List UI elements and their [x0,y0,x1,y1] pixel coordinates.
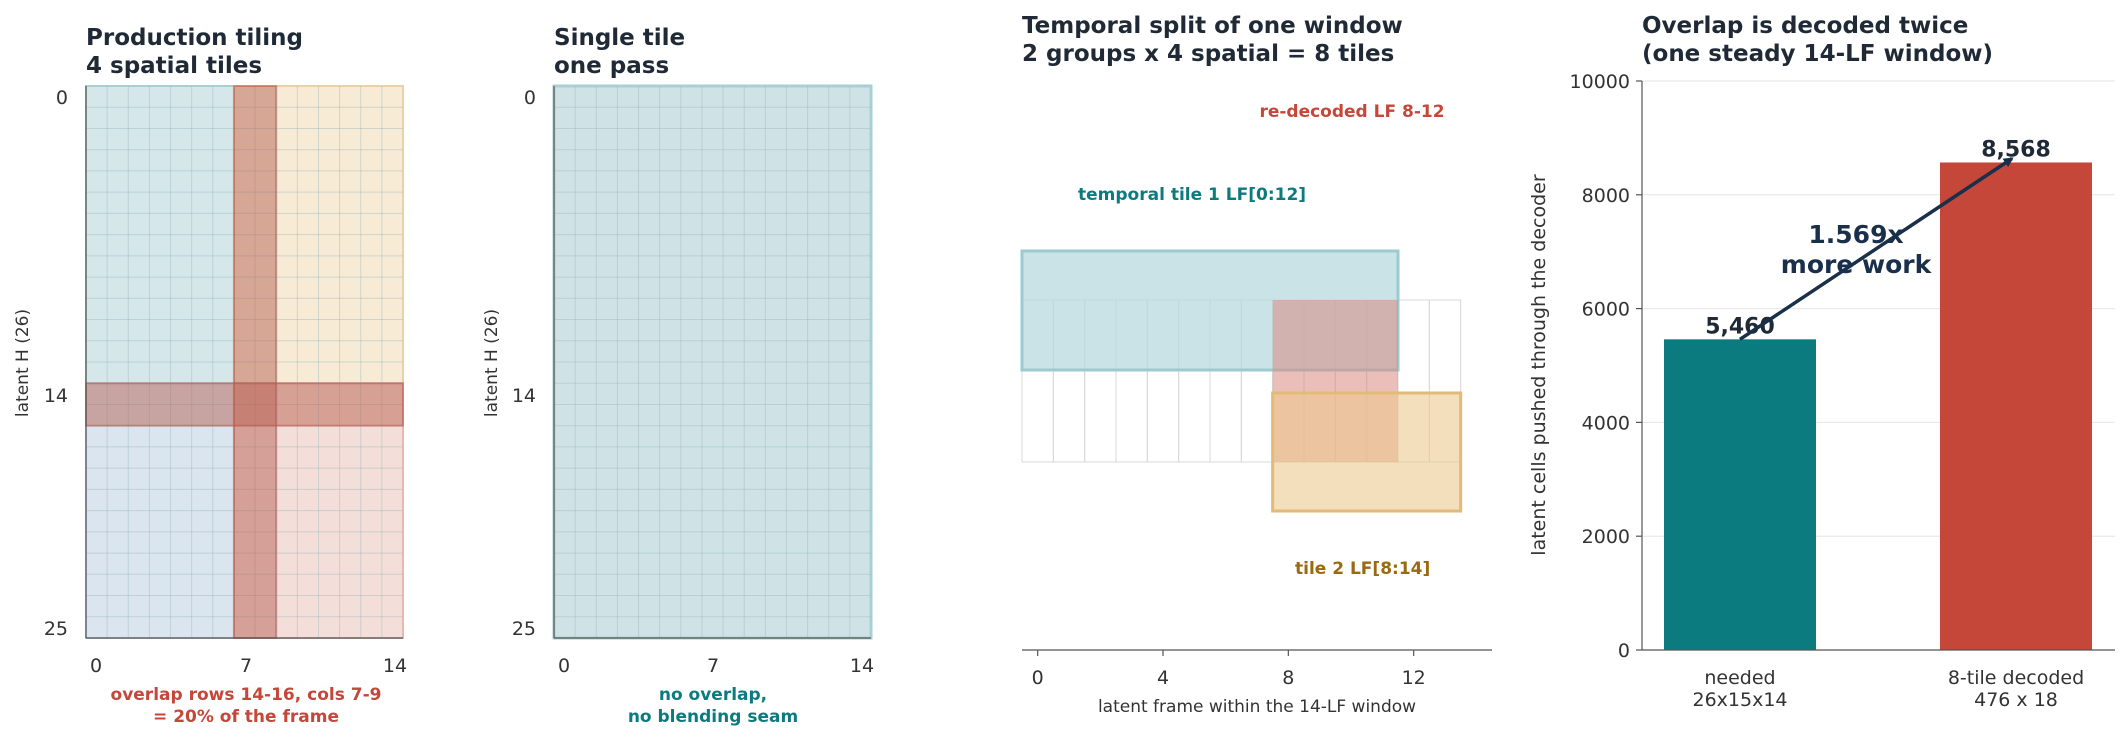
panel4-ytick-4000: 4000 [1582,412,1630,434]
panel1-ytick-14: 14 [44,385,68,407]
panel3-xticks: 0 4 8 12 [1032,650,1426,689]
panel1-note-line2: = 20% of the frame [153,707,339,727]
panel4-ytick-0: 0 [1618,640,1630,662]
panel3-xtick-12: 12 [1402,667,1426,689]
panel4-ratio-line1: 1.569x [1808,220,1903,249]
panel4-ytick-8000: 8000 [1582,185,1630,207]
panel2-xtick-0: 0 [558,655,570,677]
panel4-category-1-line2: 26x15x14 [1692,689,1787,711]
panel3-title-line1: Temporal split of one window [1022,13,1403,39]
panel2-note-line2: no blending seam [628,707,798,727]
panel4-bar-value-2: 8,568 [1981,137,2051,162]
panel1-ytick-0: 0 [56,87,68,109]
panel4-ytick-6000: 6000 [1582,299,1630,321]
panel3-tile2-label: tile 2 LF[8:14] [1295,559,1430,579]
panel4-title-line1: Overlap is decoded twice [1642,13,1968,39]
panel1-y-label: latent H (26) [13,309,33,417]
panel4-ratio-arrow [1739,157,2014,341]
panel2-xtick-14: 14 [850,655,874,677]
panel4-ratio-line2: more work [1781,250,1933,279]
panel4-category-1-line1: needed [1704,667,1775,689]
panel2-ytick-14: 14 [512,385,536,407]
panel3-overlap-label: re-decoded LF 8-12 [1259,102,1444,122]
panel2-ytick-0: 0 [524,87,536,109]
panel1-title-line1: Production tiling [86,25,303,51]
panel1-overlap-row-band [85,382,404,427]
panel3-title-line2: 2 groups x 4 spatial = 8 tiles [1022,41,1394,67]
panel2-grid [554,86,871,638]
panel3-xtick-4: 4 [1157,667,1169,689]
panel-single-tile: Single tile one pass 0 14 25 0 7 14 late… [482,25,874,727]
panel1-xtick-14: 14 [383,655,407,677]
panel3-x-label: latent frame within the 14-LF window [1098,697,1416,717]
panel1-note-line1: overlap rows 14-16, cols 7-9 [111,685,382,705]
panel2-ytick-25: 25 [512,618,536,640]
panel2-y-label: latent H (26) [482,309,502,417]
panel-production-tiling: Production tiling 4 spatial tiles 0 14 2… [13,25,407,727]
panel4-category-2-line2: 476 x 18 [1974,689,2058,711]
panel2-title-line2: one pass [554,53,669,79]
panel1-title-line2: 4 spatial tiles [86,53,262,79]
panel4-yticks: 0 2000 4000 6000 8000 10000 [1570,71,1642,662]
panel2-note-line1: no overlap, [659,685,767,705]
panel4-bar-value-1: 5,460 [1705,314,1775,339]
panel3-xtick-8: 8 [1282,667,1294,689]
panel1-ytick-25: 25 [44,618,68,640]
panel4-title-line2: (one steady 14-LF window) [1642,41,1993,67]
panel4-ytick-2000: 2000 [1582,526,1630,548]
panel2-xtick-7: 7 [707,655,719,677]
panel4-ytick-10000: 10000 [1570,71,1630,93]
panel3-temporal-tile-2 [1271,391,1463,513]
panel3-tiles [1020,249,1463,513]
panel3-tile1-label: temporal tile 1 LF[0:12] [1078,185,1306,205]
panel-temporal-split: Temporal split of one window 2 groups x … [1020,13,1492,717]
panel1-xtick-7: 7 [240,655,252,677]
panel1-tile-2 [232,85,404,427]
panel-overlap-bars: Overlap is decoded twice (one steady 14-… [1528,13,2115,711]
panel1-xtick-0: 0 [90,655,102,677]
panel2-title-line1: Single tile [554,25,685,51]
panel4-y-label: latent cells pushed through the decoder [1528,174,1550,556]
panel3-xtick-0: 0 [1032,667,1044,689]
panel4-bar-1 [1664,339,1816,650]
panel4-bar-2 [1940,162,2092,650]
panel1-overlap-col-band [232,85,278,639]
panel1-overlap-bands [85,85,404,639]
panel4-category-2-line1: 8-tile decoded [1948,667,2084,689]
